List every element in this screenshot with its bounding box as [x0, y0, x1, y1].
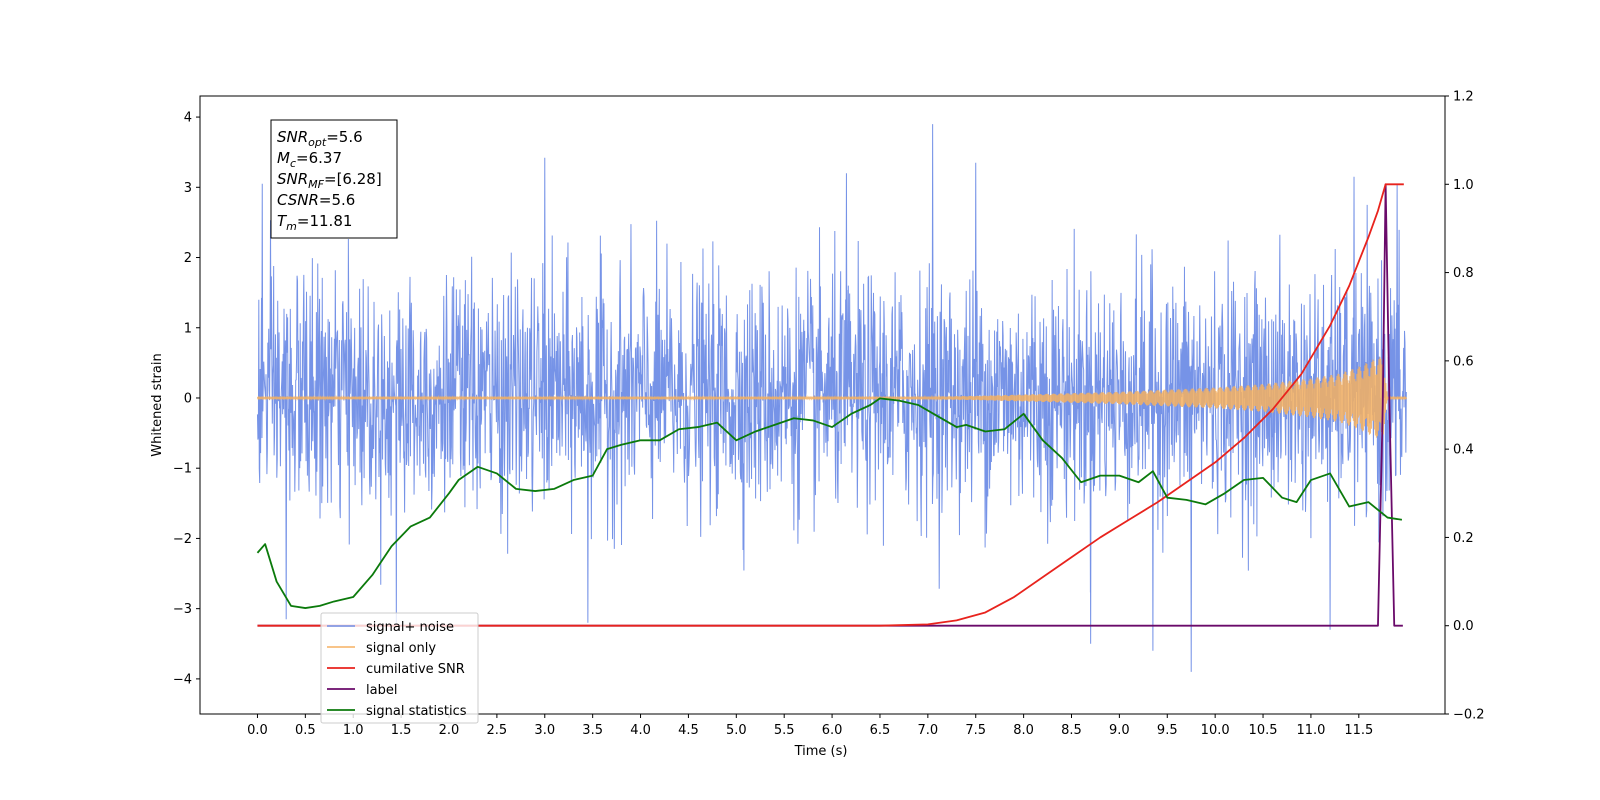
info-box-line: Mc=6.37: [277, 149, 342, 170]
x-tick-label: 11.0: [1296, 723, 1325, 738]
x-tick-label: 3.5: [582, 723, 603, 738]
y2-tick-label: 0.6: [1453, 354, 1474, 369]
signal-only-line: [256, 356, 1407, 439]
x-tick-label: 7.5: [965, 723, 986, 738]
y-tick-label: 4: [184, 111, 192, 126]
info-box-line: Tm=11.81: [277, 212, 352, 233]
x-tick-label: 5.5: [774, 723, 795, 738]
right-axis-lines: [256, 183, 1404, 627]
x-tick-label: 11.5: [1344, 723, 1373, 738]
y2-tick-label: 0.0: [1453, 619, 1474, 634]
series-signal-noise: [256, 124, 1407, 672]
x-tick-label: 9.0: [1109, 723, 1130, 738]
x-tick-label: 2.0: [439, 723, 460, 738]
info-box-frame: [270, 119, 398, 239]
x-tick-label: 6.5: [870, 723, 891, 738]
legend-label-signal-noise: signal+ noise: [366, 620, 454, 635]
plot-frame: [199, 95, 1446, 715]
x-tick-label: 1.0: [343, 723, 364, 738]
y-tick-label: −1: [173, 462, 192, 477]
legend-label-label: label: [366, 683, 397, 698]
legend-label-signal-only: signal only: [366, 641, 436, 656]
info-box-line: SNRopt=5.6: [277, 128, 363, 149]
x-tick-label: 0.0: [247, 723, 268, 738]
y2-tick-label: −0.2: [1453, 708, 1485, 723]
y-tick-label: 2: [184, 251, 192, 266]
x-tick-label: 4.5: [678, 723, 699, 738]
y-tick-label: −2: [173, 532, 192, 547]
signal-statistics-line: [256, 397, 1403, 609]
legend-label-cumilative-snr: cumilative SNR: [366, 662, 465, 677]
legend-frame: [320, 612, 479, 724]
x-tick-label: 7.0: [918, 723, 939, 738]
y-tick-label: −3: [173, 602, 192, 617]
y2-tick-label: 0.2: [1453, 531, 1474, 546]
y2-tick-label: 0.8: [1453, 266, 1474, 281]
x-tick-label: 0.5: [295, 723, 316, 738]
x-tick-label: 3.0: [534, 723, 555, 738]
y2-tick-label: 1.2: [1453, 90, 1474, 105]
y2-tick-label: 0.4: [1453, 443, 1474, 458]
x-tick-label: 8.0: [1013, 723, 1034, 738]
x-tick-label: 10.0: [1201, 723, 1230, 738]
info-box-line: CSNR=5.6: [277, 191, 355, 209]
x-tick-label: 4.0: [630, 723, 651, 738]
y-axis-label: Whitened strain: [150, 353, 165, 456]
series-signal-only: [256, 356, 1407, 439]
x-tick-label: 10.5: [1249, 723, 1278, 738]
legend: signal+ noise signal only cumilative SNR la…: [320, 612, 479, 724]
x-tick-label: 5.0: [726, 723, 747, 738]
x-axis: 0.0 0.5 1.0 1.5 2.0 2.5 3.0 3.5 4.0 4.5 5.0 5.5 6.0 6…: [247, 714, 1373, 738]
y-tick-label: 3: [184, 181, 192, 196]
signal-noise-line: [256, 124, 1407, 672]
plot-area: [256, 124, 1407, 672]
x-axis-label: Time (s): [794, 744, 848, 759]
x-tick-label: 8.5: [1061, 723, 1082, 738]
y-tick-label: −4: [173, 672, 192, 687]
y-tick-label: 1: [184, 321, 192, 336]
x-tick-label: 1.5: [391, 723, 412, 738]
info-box-line: SNRMF=[6.28]: [277, 170, 382, 191]
y2-tick-label: 1.0: [1453, 178, 1474, 193]
y-axis-left: 4 3 2 1 0 −1 −2 −3 −4: [173, 111, 200, 687]
cumulative-snr-line: [257, 183, 1404, 627]
legend-label-signal-statistics: signal statistics: [366, 704, 467, 719]
x-tick-label: 9.5: [1157, 723, 1178, 738]
y-tick-label: 0: [184, 391, 192, 406]
x-tick-label: 6.0: [822, 723, 843, 738]
y-axis-right: 1.2 1.0 0.8 0.6 0.4 0.2 0.0 −0.2: [1445, 90, 1485, 723]
x-tick-label: 2.5: [487, 723, 508, 738]
